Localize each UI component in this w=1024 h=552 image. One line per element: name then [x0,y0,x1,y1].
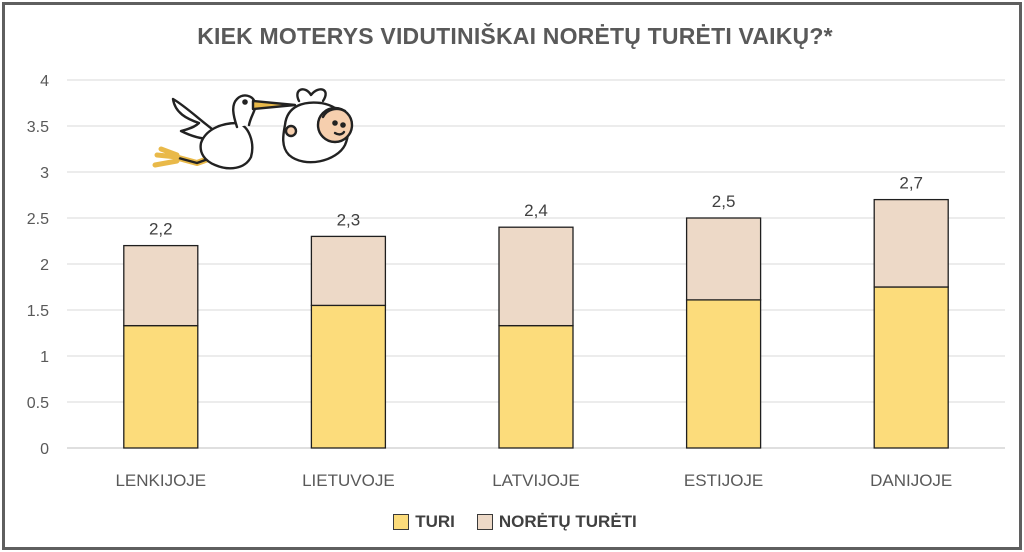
bar-noretu-tureti [123,244,199,327]
category-label: DANIJOJE [870,471,952,490]
y-tick-label: 3.5 [27,119,49,136]
data-label: 2,2 [149,220,173,239]
bar-noretu-tureti [685,217,762,301]
category-label: LATVIJOJE [492,471,580,490]
data-labels: 2,2 2,3 2,4 2,5 2,7 [149,174,923,239]
y-tick-label: 3 [40,165,49,182]
legend-swatch-turi [393,514,410,530]
legend-swatch-noretu-tureti [476,514,493,530]
bar-turi [498,324,574,449]
stork-illustration [152,88,354,170]
category-label: ESTIJOJE [684,471,763,490]
legend-label-turi: TURI [415,512,455,531]
data-label: 2,3 [337,210,361,229]
legend-label-noretu-tureti: NORĖTŲ TURĖTI [498,512,637,531]
y-tick-label: 2 [40,257,49,274]
bar-turi [123,324,199,449]
category-label: LENKIJOJE [115,471,206,490]
bars [123,198,949,449]
bar-turi [685,299,762,449]
data-label: 2,4 [524,201,548,220]
bar-chart: 0 0.5 1 1.5 2 2.5 3 3.5 4 LENKIJOJE LIETUVOJE LATV… [27,73,1005,490]
y-tick-label: 1.5 [27,303,49,320]
y-tick-label: 1 [40,349,49,366]
category-labels: LENKIJOJE LIETUVOJE LATVIJOJE ESTIJOJE DANIJ… [115,471,952,490]
bar-noretu-tureti [310,235,387,307]
legend: TURI NORĖTŲ TURĖTI [5,512,1024,532]
data-label: 2,7 [899,174,923,193]
bar-noretu-tureti [873,198,949,288]
y-tick-label: 0.5 [27,395,49,412]
y-tick-label: 0 [40,441,49,458]
legend-item-noretu-tureti: NORĖTŲ TURĖTI [476,512,637,532]
y-tick-label: 4 [40,73,49,90]
bar-turi [873,286,949,449]
bar-turi [310,304,387,449]
y-tick-label: 2.5 [27,211,49,228]
chart-title: KIEK MOTERYS VIDUTINIŠKAI NORĖTŲ TURĖTI … [197,23,833,49]
data-label: 2,5 [712,192,736,211]
bar-noretu-tureti [498,226,574,327]
y-axis-ticks: 0 0.5 1 1.5 2 2.5 3 3.5 4 [27,73,49,458]
legend-item-turi: TURI [393,512,455,532]
category-label: LIETUVOJE [302,471,395,490]
